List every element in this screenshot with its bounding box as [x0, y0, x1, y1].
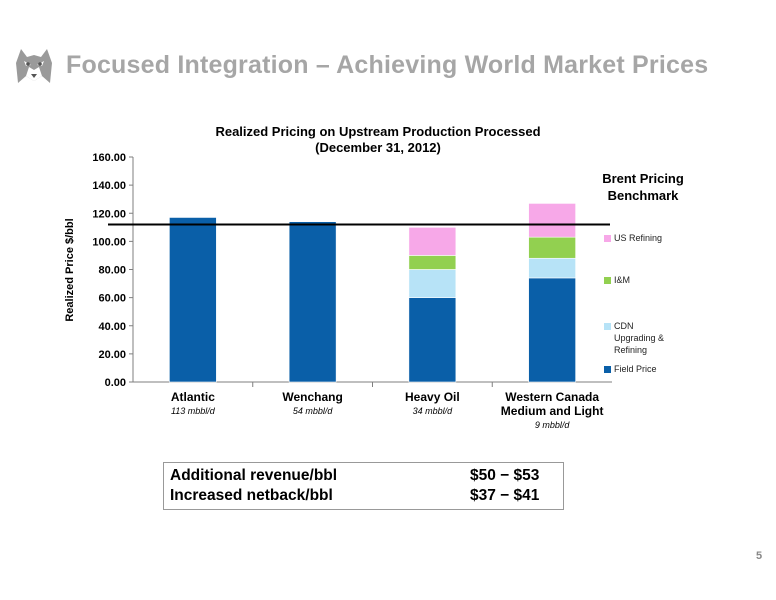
husky-dog-logo-icon	[16, 49, 52, 83]
legend-label: CDN Upgrading & Refining	[614, 321, 665, 355]
summary-box: Additional revenue/bbl $50 − $53 Increas…	[163, 462, 564, 510]
y-tick-label: 120.00	[92, 208, 126, 220]
y-tick-label: 80.00	[98, 265, 126, 277]
bar-segment	[408, 255, 457, 270]
legend-item: US Refining	[604, 232, 714, 244]
bar-segment	[528, 277, 576, 383]
chart-title: Realized Pricing on Upstream Production …	[215, 124, 541, 139]
x-tick-label: Western Canada	[505, 390, 599, 404]
summary-label: Additional revenue/bbl	[170, 467, 338, 484]
page-title: Focused Integration – Achieving World Ma…	[66, 50, 709, 79]
x-tick-volume-label: 34 mbbl/d	[413, 406, 454, 416]
x-tick-label: Medium and Light	[501, 404, 604, 418]
summary-label: Increased netback/bbl	[170, 487, 333, 504]
y-tick-label: 0.00	[105, 377, 126, 389]
x-tick-label: Atlantic	[171, 390, 215, 404]
bar-segment	[528, 203, 576, 238]
chart-subtitle: (December 31, 2012)	[315, 140, 441, 155]
x-tick-volume-label: 54 mbbl/d	[293, 406, 334, 416]
legend-label: US Refining	[614, 233, 663, 243]
benchmark-label: Brent Pricing Benchmark	[602, 171, 684, 203]
bar-segment	[528, 257, 576, 279]
legend-label: I&M	[614, 275, 631, 285]
bar-segment	[408, 297, 457, 383]
bar-segment	[528, 236, 576, 259]
legend-item: Field Price	[604, 363, 714, 375]
x-tick-label: Heavy Oil	[405, 390, 460, 404]
legend-swatch	[604, 366, 611, 373]
chart-title-block: Realized Pricing on Upstream Production …	[150, 124, 606, 156]
bar-segment	[408, 269, 457, 298]
y-tick-label: 140.00	[92, 180, 126, 192]
legend-item: I&M	[604, 274, 714, 286]
y-tick-label: 100.00	[92, 236, 126, 248]
bar-segment	[169, 217, 217, 383]
y-tick-label: 40.00	[98, 321, 126, 333]
bar-segment	[408, 227, 457, 256]
legend-swatch	[604, 323, 611, 330]
page-number: 5	[756, 550, 763, 562]
legend-item: CDN Upgrading & Refining	[604, 320, 714, 356]
y-tick-label: 60.00	[98, 293, 126, 305]
y-axis-label: Realized Price $/bbl	[64, 218, 76, 321]
y-tick-label: 20.00	[98, 349, 126, 361]
y-tick-label: 160.00	[92, 152, 126, 164]
summary-value: $50 − $53	[470, 467, 540, 484]
page-header: Focused Integration – Achieving World Ma…	[12, 40, 708, 90]
x-tick-volume-label: 113 mbbl/d	[171, 406, 216, 416]
legend-swatch	[604, 235, 611, 242]
legend-swatch	[604, 277, 611, 284]
summary-value: $37 − $41	[470, 487, 540, 504]
legend-label: Field Price	[614, 364, 657, 374]
x-tick-label: Wenchang	[282, 390, 342, 404]
x-tick-volume-label: 9 mbbl/d	[535, 420, 571, 430]
bar-segment	[288, 221, 337, 383]
